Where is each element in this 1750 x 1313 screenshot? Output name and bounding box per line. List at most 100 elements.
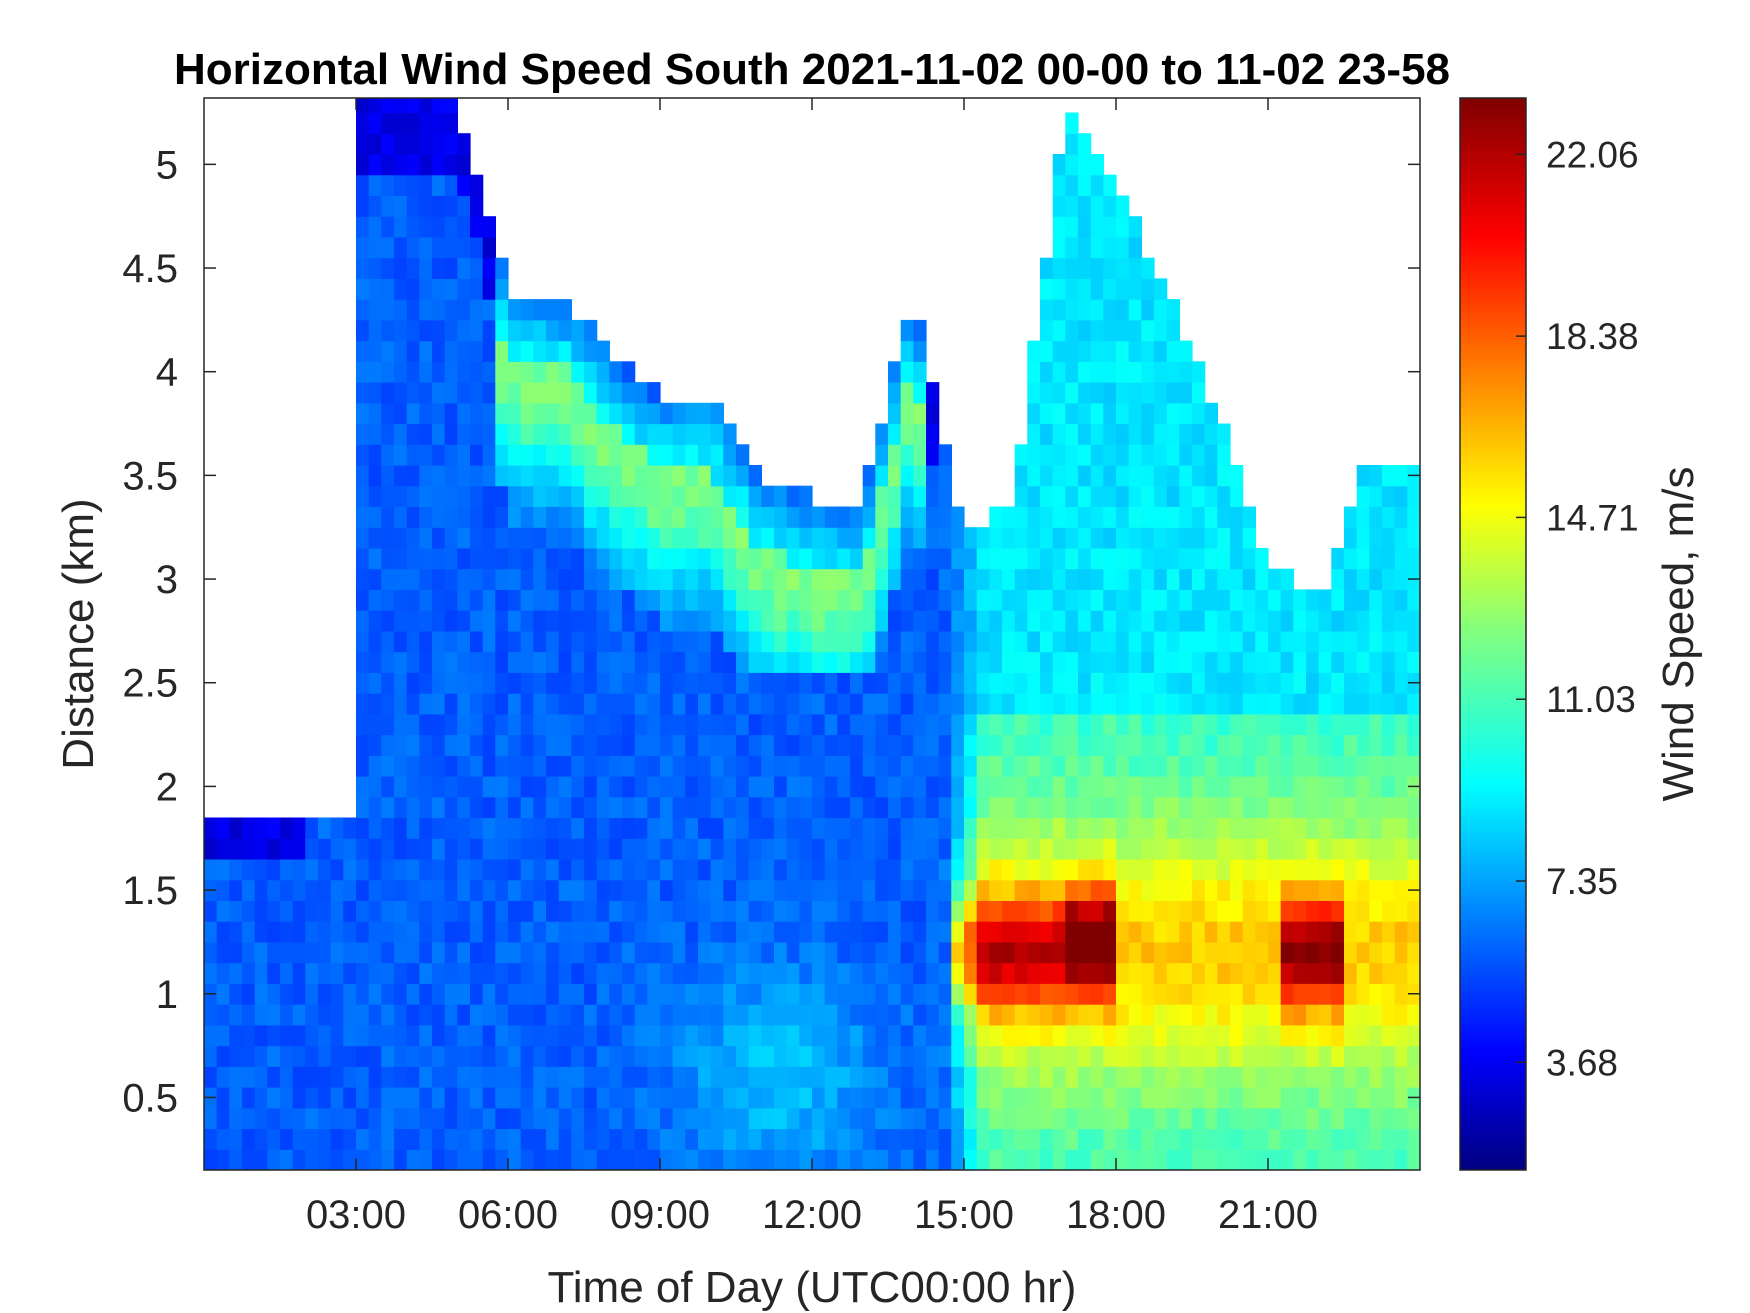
- heatmap-cell: [850, 693, 864, 715]
- heatmap-cell: [1090, 941, 1104, 964]
- heatmap-cell: [1179, 589, 1193, 611]
- heatmap-cell: [647, 485, 661, 507]
- heatmap-cell: [1141, 299, 1155, 321]
- heatmap-cell: [951, 651, 965, 673]
- heatmap-cell: [1293, 776, 1307, 798]
- heatmap-cell: [1065, 755, 1079, 777]
- heatmap-cell: [1293, 734, 1307, 756]
- heatmap-cell: [875, 630, 889, 653]
- heatmap-cell: [1204, 402, 1218, 425]
- heatmap-cell: [356, 962, 370, 984]
- heatmap-cell: [660, 1066, 674, 1088]
- heatmap-cell: [761, 776, 775, 798]
- heatmap-cell: [406, 713, 420, 736]
- heatmap-cell: [280, 962, 294, 984]
- heatmap-cell: [1179, 713, 1193, 736]
- heatmap-cell: [470, 776, 484, 798]
- heatmap-cell: [622, 444, 636, 466]
- heatmap-cell: [647, 1004, 661, 1026]
- heatmap-cell: [419, 174, 433, 196]
- heatmap-cell: [1192, 423, 1206, 445]
- heatmap-cell: [647, 402, 661, 425]
- heatmap-cell: [951, 817, 965, 839]
- heatmap-cell: [710, 465, 724, 487]
- heatmap-cell: [571, 444, 585, 466]
- heatmap-cell: [254, 941, 268, 964]
- heatmap-cell: [406, 796, 420, 819]
- heatmap-cell: [1141, 485, 1155, 507]
- heatmap-cell: [1154, 1149, 1168, 1170]
- heatmap-cell: [558, 921, 572, 943]
- heatmap-cell: [1040, 340, 1054, 362]
- heatmap-cell: [318, 900, 332, 922]
- heatmap-cell: [1065, 817, 1079, 839]
- heatmap-cell: [799, 983, 813, 1005]
- heatmap-cell: [660, 962, 674, 984]
- heatmap-cell: [381, 610, 395, 632]
- heatmap-cell: [482, 361, 496, 383]
- heatmap-cell: [989, 610, 1003, 632]
- heatmap-cell: [1090, 713, 1104, 736]
- heatmap-cell: [406, 485, 420, 507]
- heatmap-cell: [1052, 734, 1066, 756]
- heatmap-cell: [964, 941, 978, 964]
- heatmap-cell: [1065, 402, 1079, 425]
- heatmap-cell: [1217, 941, 1231, 964]
- heatmap-cell: [1318, 1004, 1332, 1026]
- heatmap-cell: [229, 921, 243, 943]
- heatmap-cell: [406, 547, 420, 570]
- heatmap-cell: [634, 1066, 648, 1088]
- heatmap-cell: [824, 1149, 838, 1170]
- heatmap-cell: [457, 195, 471, 217]
- heatmap-cell: [1192, 900, 1206, 922]
- heatmap-cell: [786, 506, 800, 528]
- heatmap-cell: [596, 713, 610, 736]
- heatmap-cell: [381, 361, 395, 383]
- heatmap-cell: [1230, 1107, 1244, 1130]
- heatmap-cell: [394, 1087, 408, 1109]
- heatmap-cell: [1394, 962, 1408, 984]
- heatmap-cell: [470, 278, 484, 300]
- heatmap-cell: [470, 921, 484, 943]
- heatmap-cell: [457, 962, 471, 984]
- heatmap-cell: [368, 299, 382, 321]
- heatmap-cell: [356, 257, 370, 279]
- heatmap-cell: [368, 1045, 382, 1067]
- heatmap-cell: [748, 672, 762, 694]
- heatmap-cell: [508, 1087, 522, 1109]
- heatmap-cell: [913, 1128, 927, 1150]
- heatmap-cell: [1166, 1149, 1180, 1170]
- heatmap-cell: [394, 299, 408, 321]
- heatmap-cell: [1027, 630, 1041, 653]
- heatmap-cell: [1217, 838, 1231, 860]
- heatmap-cell: [685, 1045, 699, 1067]
- heatmap-cell: [1128, 340, 1142, 362]
- heatmap-cell: [1255, 734, 1269, 756]
- heatmap-cell: [546, 651, 560, 673]
- heatmap-cell: [558, 776, 572, 798]
- heatmap-cell: [242, 817, 256, 839]
- heatmap-cell: [406, 423, 420, 445]
- heatmap-cell: [1331, 1149, 1345, 1170]
- heatmap-cell: [356, 154, 370, 176]
- heatmap-cell: [1268, 776, 1282, 798]
- heatmap-cell: [318, 1107, 332, 1130]
- heatmap-cell: [1382, 734, 1396, 756]
- heatmap-cell: [280, 1066, 294, 1088]
- heatmap-cell: [495, 589, 509, 611]
- heatmap-cell: [596, 651, 610, 673]
- heatmap-cell: [812, 900, 826, 922]
- heatmap-cell: [685, 693, 699, 715]
- heatmap-cell: [1052, 1128, 1066, 1150]
- heatmap-cell: [622, 879, 636, 901]
- heatmap-cell: [343, 1107, 357, 1130]
- heatmap-cell: [381, 402, 395, 425]
- heatmap-cell: [1116, 776, 1130, 798]
- heatmap-cell: [1217, 1066, 1231, 1088]
- heatmap-cell: [1394, 941, 1408, 964]
- heatmap-cell: [495, 382, 509, 404]
- heatmap-cell: [571, 402, 585, 425]
- heatmap-cell: [1040, 838, 1054, 860]
- heatmap-cell: [1002, 755, 1016, 777]
- heatmap-cell: [913, 630, 927, 653]
